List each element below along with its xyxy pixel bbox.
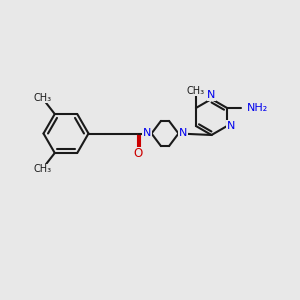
Text: N: N	[179, 128, 187, 139]
Text: CH₃: CH₃	[187, 85, 205, 96]
Text: N: N	[207, 90, 216, 100]
Text: CH₃: CH₃	[34, 164, 52, 175]
Text: O: O	[134, 147, 142, 161]
Text: NH₂: NH₂	[247, 103, 268, 113]
Text: N: N	[143, 128, 151, 139]
Text: N: N	[226, 121, 235, 131]
Text: CH₃: CH₃	[34, 92, 52, 103]
